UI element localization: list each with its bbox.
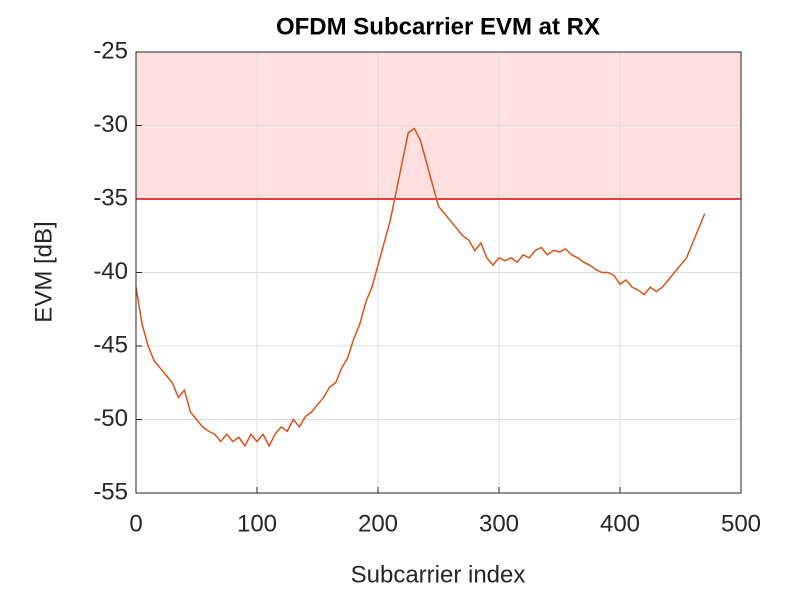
data-line: [135, 127, 706, 448]
y-tick-label: -30: [93, 111, 128, 138]
y-tick-label: -25: [93, 37, 128, 64]
y-axis-label: EVM [dB]: [30, 221, 57, 322]
chart-title: OFDM Subcarrier EVM at RX: [276, 13, 600, 40]
y-tick-label: -35: [93, 184, 128, 211]
axes-box: [135, 51, 742, 494]
x-tick-label: 200: [358, 510, 398, 537]
y-tick-label: -55: [93, 478, 128, 505]
x-tick-label: 400: [600, 510, 640, 537]
x-tick-label: 100: [237, 510, 277, 537]
x-tick-label: 0: [129, 510, 142, 537]
y-tick-label: -50: [93, 405, 128, 432]
x-tick-label: 500: [721, 510, 761, 537]
x-tick-label: 300: [479, 510, 519, 537]
x-axis-label: Subcarrier index: [351, 561, 526, 588]
y-tick-label: -45: [93, 331, 128, 358]
y-tick-label: -40: [93, 258, 128, 285]
